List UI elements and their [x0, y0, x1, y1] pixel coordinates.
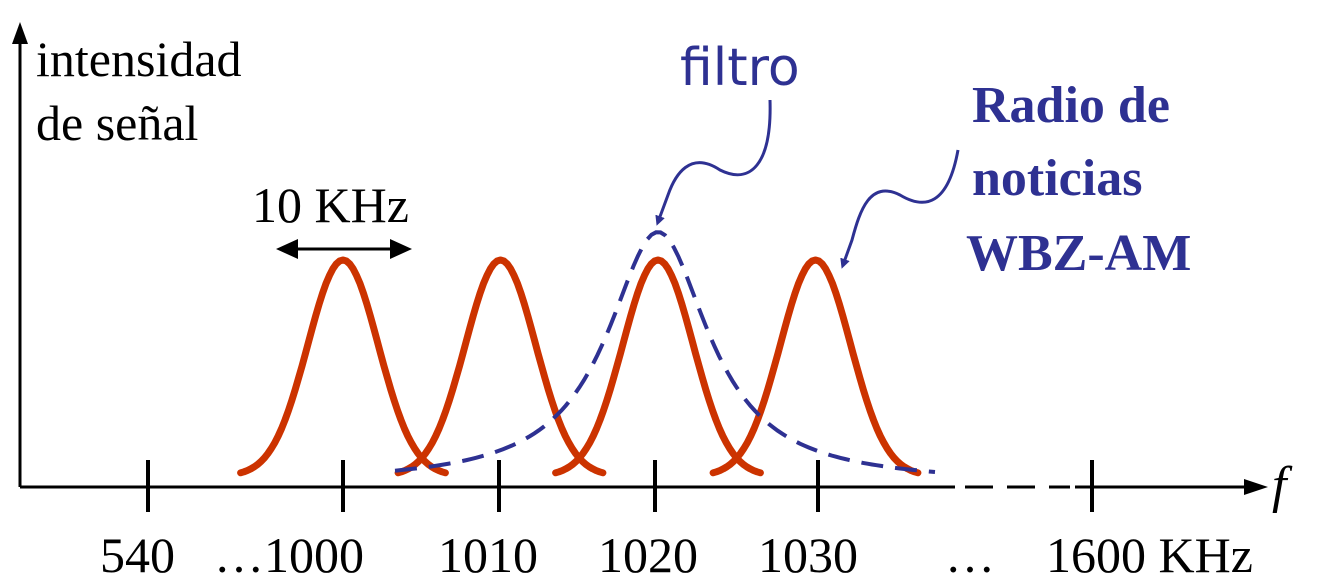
- signal-curve-1020: [552, 256, 764, 477]
- station-label-line3: WBZ-AM: [966, 225, 1191, 282]
- x-axis-arrowhead: [1244, 479, 1268, 495]
- x-axis-ticks: [146, 460, 1094, 512]
- y-axis-label-line1: intensidad: [36, 31, 242, 87]
- tick-label-1020: 1020: [598, 527, 698, 580]
- filter-curve: [394, 230, 936, 474]
- signal-curve-1030: [709, 256, 922, 477]
- tick-label-1000: …1000: [214, 527, 364, 580]
- tick-label-1010: 1010: [438, 527, 538, 580]
- bandwidth-label: 10 KHz: [252, 177, 409, 233]
- filter-label: filtro: [680, 38, 800, 98]
- x-axis-label: f: [1272, 457, 1293, 514]
- tick-label-540: 540: [100, 527, 175, 580]
- tick-label-dots: …: [945, 527, 995, 580]
- tick-label-1030: 1030: [758, 527, 858, 580]
- y-axis-arrowhead: [12, 22, 28, 44]
- signal-curve-1000: [237, 256, 449, 477]
- tick-label-1600: 1600 KHz: [1046, 527, 1253, 580]
- y-axis-label-line2: de señal: [36, 95, 198, 151]
- station-label-line2: noticias: [972, 150, 1142, 207]
- bandwidth-arrow: [276, 239, 412, 259]
- signal-curves: [237, 256, 922, 477]
- station-pointer-arrow: [840, 149, 960, 269]
- signal-curve-1010: [394, 256, 607, 477]
- filter-pointer-arrow: [655, 99, 772, 226]
- station-label-line1: Radio de: [972, 77, 1170, 134]
